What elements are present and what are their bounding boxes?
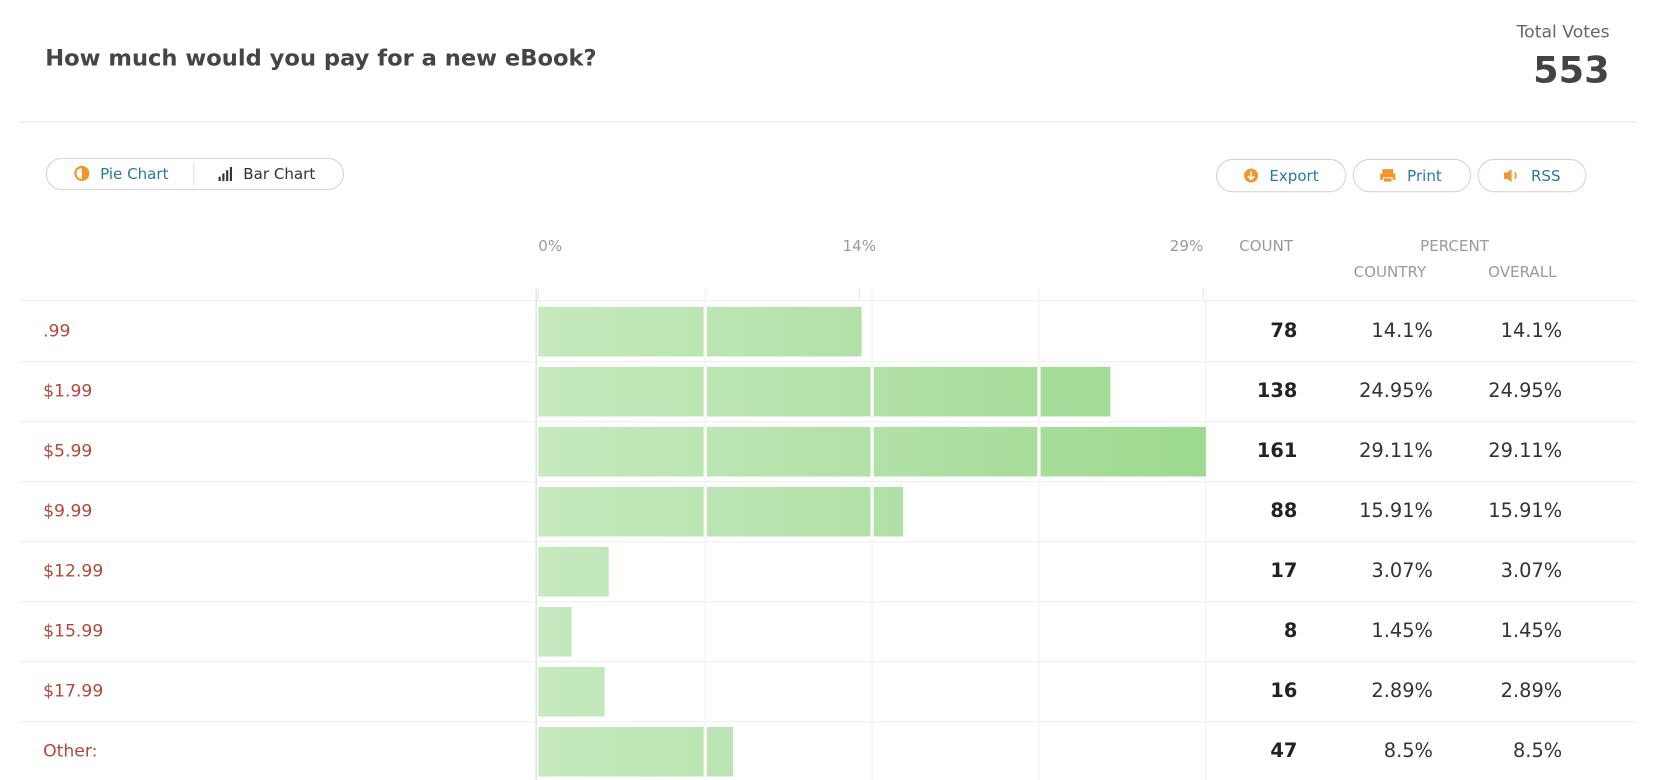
x-tick-label: 0% [538,237,562,255]
button-outline [1216,158,1347,193]
overall-percent: 14.1% [1501,319,1563,342]
country-percent: 15.91% [1359,499,1433,522]
overall-percent: 15.91% [1488,499,1562,522]
country-percent: 2.89% [1371,679,1433,702]
option-label: $12.99 [43,562,103,582]
overall-percent: 1.45% [1501,619,1563,642]
poll-title: How much would you pay for a new eBook? [45,46,596,72]
country-percent: 29.11% [1359,439,1433,462]
count-header: COUNT [1239,237,1294,255]
country-percent: 14.1% [1371,319,1433,342]
count-value: 88 [1270,499,1297,522]
option-label: $5.99 [43,442,92,462]
export-arrow [1247,171,1255,181]
count-value: 138 [1257,379,1297,402]
country-percent: 24.95% [1359,379,1433,402]
percent-header: PERCENT [1420,237,1490,255]
view-toggle [45,157,344,191]
bar [538,606,572,657]
option-label: $15.99 [43,622,103,642]
overall-percent: 29.11% [1488,439,1562,462]
export-button[interactable]: Export [1216,158,1347,193]
option-label: .99 [43,322,70,342]
country-header: COUNTRY [1354,263,1427,281]
x-tick-label: 29% [1170,237,1203,255]
count-value: 16 [1270,679,1297,702]
print-button[interactable]: Print [1352,158,1472,193]
country-percent: 3.07% [1371,559,1433,582]
option-label: $1.99 [43,382,92,402]
bar [538,306,862,357]
export-label: Export [1269,167,1318,185]
bar-icon [226,170,229,181]
bar [538,546,609,597]
rss-button[interactable]: RSS [1477,158,1587,193]
count-value: 78 [1270,319,1297,342]
count-value: 47 [1270,739,1297,762]
pie-chart-label: Pie Chart [100,165,168,183]
print-icon [1382,177,1393,183]
bar [538,726,734,777]
count-value: 161 [1257,439,1297,462]
print-label: Print [1407,167,1442,185]
button-outline [1477,158,1587,193]
bar-icon [229,166,233,181]
country-percent: 8.5% [1384,739,1433,762]
count-value: 17 [1270,559,1297,582]
rss-icon [1504,169,1512,183]
overall-percent: 8.5% [1513,739,1562,762]
total-votes-label: Total Votes [1516,22,1610,42]
option-label: Other: [43,742,97,762]
bar [538,666,605,717]
rss-icon [1514,171,1517,180]
overall-percent: 3.07% [1501,559,1563,582]
x-tick-label: 14% [843,237,876,255]
bar-chart-button[interactable]: Bar Chart [218,165,316,183]
overall-header: OVERALL [1488,263,1557,281]
overall-percent: 2.89% [1501,679,1563,702]
total-votes-value: 553 [1533,49,1609,92]
bar-icon [218,176,221,181]
option-label: $9.99 [43,502,92,522]
pie-icon-half [81,166,89,180]
pie-chart-button[interactable]: Pie Chart [74,165,169,183]
option-label: $17.99 [43,682,103,702]
print-icon [1380,173,1396,180]
button-outline [1352,158,1472,193]
overall-percent: 24.95% [1488,379,1562,402]
count-value: 8 [1284,619,1297,642]
bar [538,486,904,537]
print-icon [1382,169,1394,174]
rss-label: RSS [1531,167,1561,185]
bar-chart-label: Bar Chart [243,165,315,183]
bar-icon [222,173,225,181]
country-percent: 1.45% [1371,619,1433,642]
bar [538,366,1111,417]
